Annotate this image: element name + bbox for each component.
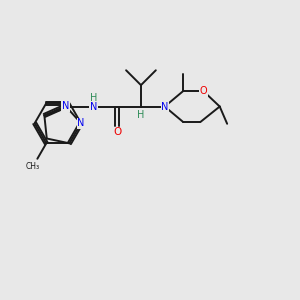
- Text: H: H: [90, 93, 97, 103]
- Text: N: N: [77, 118, 85, 128]
- Text: CH₃: CH₃: [26, 162, 40, 171]
- Text: N: N: [90, 101, 97, 112]
- Text: N: N: [62, 101, 69, 111]
- Text: O: O: [113, 128, 121, 137]
- Text: O: O: [200, 86, 207, 96]
- Text: H: H: [137, 110, 145, 121]
- Text: N: N: [161, 101, 168, 112]
